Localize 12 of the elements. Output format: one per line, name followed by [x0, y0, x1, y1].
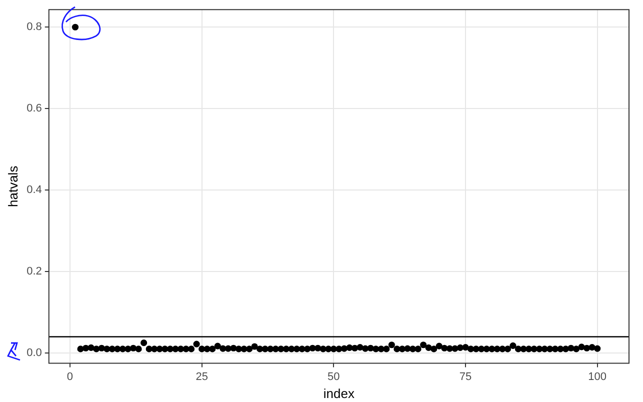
x-tick-label: 75 — [459, 370, 472, 383]
y-axis-title: hatvals — [5, 165, 20, 207]
x-tick-label: 0 — [66, 370, 74, 383]
x-axis-title: index — [323, 386, 355, 401]
x-tick-label: 100 — [588, 370, 607, 383]
y-tick-label: 0.0 — [26, 347, 42, 360]
x-tick-label: 50 — [328, 370, 340, 383]
x-tick-label: 25 — [196, 370, 208, 383]
y-tick-label: 0.6 — [26, 102, 42, 115]
y-tick-label: 0.8 — [26, 21, 42, 34]
y-tick-label: 0.2 — [26, 266, 42, 278]
y-tick-label: 0.4 — [26, 184, 42, 196]
